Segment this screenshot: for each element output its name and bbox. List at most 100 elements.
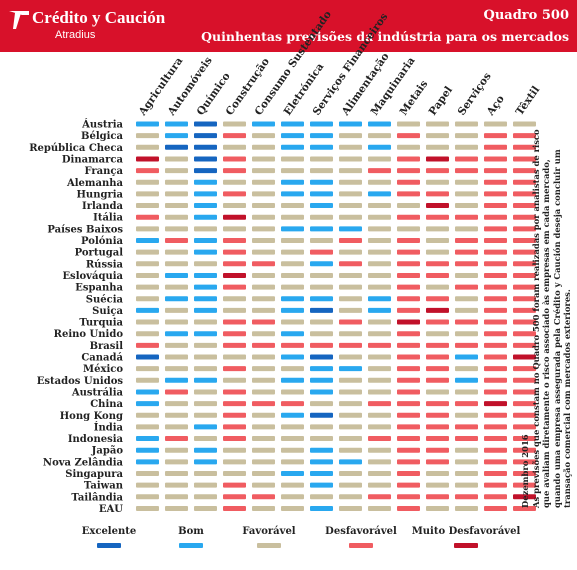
cell-australia-eletronica <box>281 389 304 395</box>
cell-taiwan-papel <box>426 482 449 488</box>
cell-eau-construcao <box>223 505 246 511</box>
cell-belgica-papel <box>426 133 449 139</box>
cell-brasil-textil <box>513 342 536 348</box>
cell-eau-papel <box>426 505 449 511</box>
country-label-irlanda: Irlanda <box>82 201 123 212</box>
cell-turquia-textil <box>513 319 536 325</box>
legend-label-bom: Bom <box>178 526 204 537</box>
cell-dinamarca-consumo-sustentado <box>252 156 275 162</box>
cell-republica-checa-agricultura <box>136 144 159 150</box>
cell-russia-quimico <box>194 261 217 267</box>
cell-irlanda-maquinaria <box>368 203 391 209</box>
cell-polonia-aco <box>484 238 507 243</box>
country-label-australia: Austrália <box>71 387 124 398</box>
cell-brasil-alimentacao <box>339 342 362 348</box>
cell-australia-consumo-sustentado <box>252 389 275 395</box>
cell-suica-papel <box>426 307 449 313</box>
logo-icon <box>9 11 29 29</box>
cell-dinamarca-servicos-financeiros <box>310 156 333 162</box>
cell-franca-consumo-sustentado <box>252 168 275 174</box>
cell-hungria-maquinaria <box>368 191 391 197</box>
cell-portugal-agricultura <box>136 249 159 255</box>
cell-singapura-consumo-sustentado <box>252 471 275 476</box>
cell-singapura-textil <box>513 471 536 476</box>
cell-franca-metais <box>397 168 420 174</box>
country-label-austria: Áustria <box>81 119 123 131</box>
cell-portugal-alimentacao <box>339 249 362 255</box>
cell-reino-unido-servicos-financeiros <box>310 331 333 337</box>
cell-espanha-automoveis <box>165 284 188 290</box>
cell-nova-zelandia-quimico <box>194 459 217 465</box>
cell-china-servicos-financeiros <box>310 401 333 407</box>
cell-nova-zelandia-maquinaria <box>368 459 391 465</box>
cell-eslovaquia-maquinaria <box>368 272 391 278</box>
cell-taiwan-textil <box>513 482 536 488</box>
country-label-canada: Canadá <box>81 353 123 364</box>
cell-franca-servicos-financeiros <box>310 168 333 174</box>
cell-turquia-agricultura <box>136 319 159 325</box>
cell-brasil-maquinaria <box>368 342 391 348</box>
cell-singapura-automoveis <box>165 471 188 476</box>
legend-label-desfavoravel: Desfavorável <box>325 526 397 537</box>
cell-franca-aco <box>484 168 507 174</box>
cell-russia-metais <box>397 261 420 267</box>
cell-singapura-metais <box>397 471 420 476</box>
cell-suecia-textil <box>513 296 536 302</box>
cell-republica-checa-construcao <box>223 144 246 150</box>
cell-tailandia-servicos <box>455 494 478 500</box>
country-label-indonesia: Indonesia <box>68 434 124 445</box>
cell-franca-quimico <box>194 168 217 174</box>
cell-paises-baixos-consumo-sustentado <box>252 226 275 232</box>
cell-republica-checa-consumo-sustentado <box>252 144 275 150</box>
cell-austria-papel <box>426 121 449 127</box>
cell-franca-textil <box>513 168 536 174</box>
cell-polonia-servicos <box>455 238 478 243</box>
cell-singapura-papel <box>426 471 449 476</box>
country-label-estados-unidos: Estados Unidos <box>37 376 124 387</box>
cell-alemanha-quimico <box>194 179 217 185</box>
cell-mexico-aco <box>484 366 507 372</box>
cell-polonia-consumo-sustentado <box>252 238 275 243</box>
country-label-singapura: Singapura <box>65 469 123 480</box>
country-label-italia: Itália <box>93 213 123 224</box>
cell-estados-unidos-servicos <box>455 377 478 383</box>
cell-brasil-agricultura <box>136 342 159 348</box>
cell-russia-eletronica <box>281 261 304 267</box>
country-label-tailandia: Tailândia <box>71 492 123 503</box>
cell-suica-alimentacao <box>339 307 362 313</box>
cell-republica-checa-eletronica <box>281 144 304 150</box>
cell-belgica-maquinaria <box>368 133 391 139</box>
country-label-eslovaquia: Eslováquia <box>62 271 123 282</box>
cell-franca-alimentacao <box>339 168 362 174</box>
cell-indonesia-eletronica <box>281 436 304 442</box>
cell-tailandia-quimico <box>194 494 217 500</box>
cell-paises-baixos-aco <box>484 226 507 232</box>
cell-canada-servicos-financeiros <box>310 354 333 360</box>
cell-austria-agricultura <box>136 121 159 127</box>
cell-dinamarca-metais <box>397 156 420 162</box>
cell-italia-eletronica <box>281 214 304 220</box>
cell-canada-metais <box>397 354 420 360</box>
cell-eslovaquia-papel <box>426 272 449 278</box>
cell-brasil-metais <box>397 342 420 348</box>
cell-nova-zelandia-metais <box>397 459 420 465</box>
cell-estados-unidos-construcao <box>223 377 246 383</box>
cell-hungria-servicos <box>455 191 478 197</box>
legend-swatch-favoravel <box>257 543 281 548</box>
cell-eau-servicos-financeiros <box>310 505 333 511</box>
cell-brasil-quimico <box>194 342 217 348</box>
cell-india-automoveis <box>165 424 188 430</box>
cell-japao-automoveis <box>165 447 188 453</box>
cell-mexico-alimentacao <box>339 366 362 372</box>
cell-mexico-papel <box>426 366 449 372</box>
cell-paises-baixos-alimentacao <box>339 226 362 232</box>
cell-suecia-quimico <box>194 296 217 302</box>
cell-turquia-servicos <box>455 319 478 325</box>
cell-india-construcao <box>223 424 246 430</box>
cell-turquia-consumo-sustentado <box>252 319 275 325</box>
cell-eslovaquia-construcao <box>223 272 246 278</box>
cell-espanha-papel <box>426 284 449 290</box>
cell-franca-eletronica <box>281 168 304 174</box>
cell-paises-baixos-metais <box>397 226 420 232</box>
cell-hungria-papel <box>426 191 449 197</box>
